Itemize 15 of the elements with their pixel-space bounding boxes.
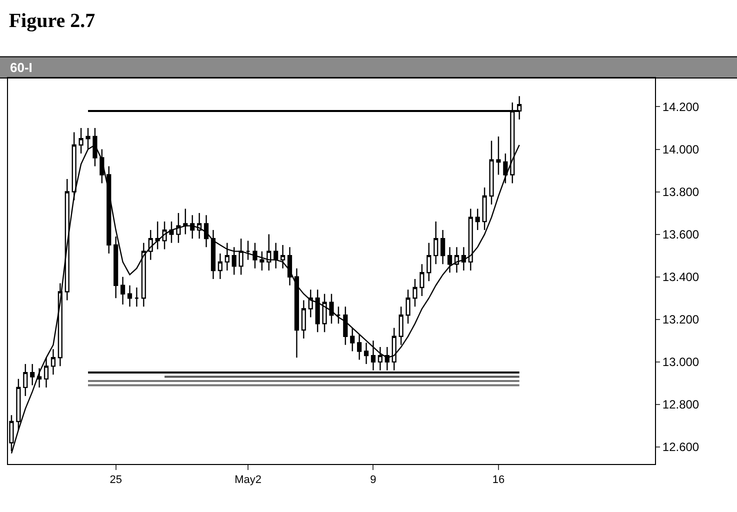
chart-subtitle: 60-I <box>10 60 32 75</box>
chart-title: Figure 2.7 <box>8 10 96 32</box>
y-tick-label: 13.000 <box>662 355 700 370</box>
x-tick-label: 16 <box>492 474 505 486</box>
y-tick-label: 13.800 <box>662 184 700 199</box>
y-tick-label: 12.600 <box>662 440 700 454</box>
y-tick-label: 14.000 <box>662 142 700 156</box>
x-tick-label: May2 <box>234 474 262 486</box>
y-tick-label: 13.400 <box>662 270 700 284</box>
y-tick-label: 14.200 <box>662 100 700 114</box>
y-tick-label: 13.200 <box>662 312 700 327</box>
y-tick-label: 13.600 <box>662 228 700 242</box>
y-tick-label: 12.800 <box>662 398 700 412</box>
x-tick-label: 9 <box>370 474 376 486</box>
x-tick-label: 25 <box>110 474 122 486</box>
